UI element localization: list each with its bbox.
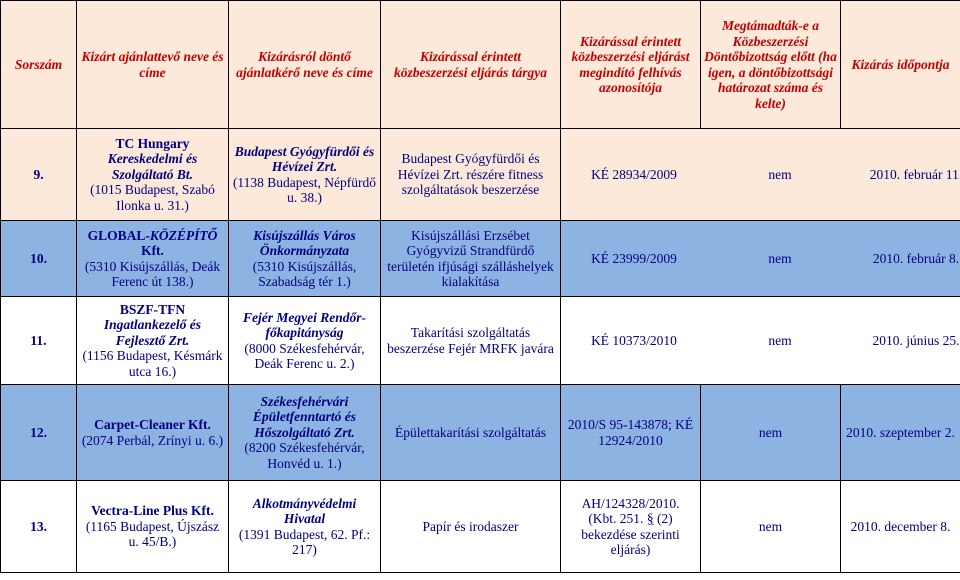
- bidder-cell: TC Hungary Kereskedelmi és Szolgáltató B…: [76, 128, 229, 221]
- notice-id: 2010/S 95-143878; KÉ 12924/2010: [560, 384, 701, 481]
- subject-cell: Takarítási szolgáltatás beszerzése Fejér…: [380, 296, 561, 385]
- table-row: 10. GLOBAL-KÖZÉPÍTŐ Kft. (5310 Kisújszál…: [0, 220, 960, 297]
- bidder-name: TC Hungary: [115, 135, 190, 151]
- authority-address: (8200 Székesfehérvár, Honvéd u. 1.): [244, 440, 365, 471]
- authority-address: (1391 Budapest, 62. Pf.: 217): [238, 526, 371, 558]
- exclusion-date: 2010. február 11.: [853, 165, 960, 184]
- table-row: 9. TC Hungary Kereskedelmi és Szolgáltat…: [0, 128, 960, 221]
- bidder-cell: Carpet-Cleaner Kft. (2074 Perbál, Zrínyi…: [76, 384, 229, 481]
- bidder-address: (1156 Budapest, Késmárk utca 16.): [82, 348, 223, 379]
- notice-id: KÉ 23999/2009: [591, 250, 677, 266]
- authority-cell: Székesfehérvári Épületfenntartó és Hőszo…: [228, 384, 381, 481]
- row-number: 12.: [0, 384, 77, 481]
- authority-name: Alkotmányvédelmi Hivatal: [252, 495, 357, 527]
- bidder-name: GLOBAL-: [87, 227, 150, 243]
- exclusion-date: 2010. június 25.: [853, 331, 960, 350]
- bidder-cell: BSZF-TFN Ingatlankezelő és Fejlesztő Zrt…: [76, 296, 229, 385]
- notice-challenge-date-cell: KÉ 28934/2009 nem 2010. február 11.: [560, 128, 960, 221]
- authority-address: (1138 Budapest, Népfürdő u. 38.): [232, 174, 377, 206]
- row-number: 10.: [0, 220, 77, 297]
- row-number: 9.: [0, 128, 77, 221]
- authority-cell: Budapest Gyógyfürdői és Hévízei Zrt. (11…: [228, 128, 381, 221]
- section-sign: §: [646, 511, 654, 526]
- exclusion-date: 2010. február 8.: [872, 250, 960, 266]
- challenged-value: nem: [700, 480, 841, 573]
- bidder-name: Carpet-Cleaner Kft.: [94, 417, 211, 432]
- table-row: 11. BSZF-TFN Ingatlankezelő és Fejlesztő…: [0, 296, 960, 385]
- bidder-address: (1165 Budapest, Újszász u. 45/B.): [85, 518, 220, 550]
- header-row: Sorszám Kizárt ajánlattevő neve és címe …: [0, 0, 960, 129]
- bidder-name-suffix: Kft.: [141, 243, 164, 258]
- notice-challenge-date-cell: KÉ 23999/2009 nem 2010. február 8.: [560, 220, 960, 297]
- notice-id-cell: AH/124328/2010. (Kbt. 251. § (2) bekezdé…: [560, 480, 701, 573]
- bidder-address: (5310 Kisújszállás, Deák Ferenc út 138.): [84, 258, 221, 290]
- table-row: 13. Vectra-Line Plus Kft. (1165 Budapest…: [0, 480, 960, 573]
- challenged-value: nem: [700, 384, 841, 481]
- table-row: 12. Carpet-Cleaner Kft. (2074 Perbál, Zr…: [0, 384, 960, 481]
- header-procurement-subject: Kizárással érintett közbeszerzési eljárá…: [380, 0, 561, 129]
- bidder-name-suffix: Kereskedelmi és Szolgáltató Bt.: [107, 151, 198, 182]
- authority-address: (5310 Kisújszállás, Szabadság tér 1.): [252, 258, 357, 290]
- bidder-address: (1015 Budapest, Szabó Ilonka u. 31.): [90, 182, 215, 213]
- bidder-address: (2074 Perbál, Zrínyi u. 6.): [81, 432, 224, 448]
- bidder-cell: Vectra-Line Plus Kft. (1165 Budapest, Új…: [76, 480, 229, 573]
- subject-cell: Kisújszállási Erzsébet Gyógyvizű Strandf…: [380, 220, 561, 297]
- challenged-value: nem: [707, 331, 853, 350]
- notice-challenge-date-cell: KÉ 10373/2010 nem 2010. június 25.: [560, 296, 960, 385]
- challenged-value: nem: [707, 165, 853, 184]
- header-serial: Sorszám: [0, 0, 77, 129]
- header-excluded-bidder: Kizárt ajánlattevő neve és címe: [76, 0, 229, 129]
- notice-procedure-note: bekezdése szerinti eljárás): [581, 526, 680, 558]
- authority-name: Budapest Gyógyfürdői és Hévízei Zrt.: [234, 143, 375, 175]
- subject-cell: Papír és irodaszer: [380, 480, 561, 573]
- authority-cell: Fejér Megyei Rendőr-főkapitányság (8000 …: [228, 296, 381, 385]
- authority-cell: Alkotmányvédelmi Hivatal (1391 Budapest,…: [228, 480, 381, 573]
- notice-id: KÉ 10373/2010: [561, 331, 707, 350]
- subject-cell: Épülettakarítási szolgáltatás: [380, 384, 561, 481]
- exclusion-date: 2010. december 8.: [840, 480, 960, 573]
- challenged-value: nem: [768, 250, 792, 266]
- header-notice-id: Kizárással érintett közbeszerzési eljárá…: [560, 0, 701, 129]
- authority-name: Kisújszállás Város Önkormányzata: [253, 227, 356, 259]
- authority-name: Fejér Megyei Rendőr-főkapitányság: [243, 309, 366, 341]
- authority-address: (8000 Székesfehérvár, Deák Ferenc u. 2.): [244, 340, 365, 372]
- header-challenged: Megtámadták-e a Közbeszerzési Döntőbizot…: [700, 0, 841, 129]
- authority-name: Székesfehérvári Épületfenntartó és Hőszo…: [252, 393, 357, 440]
- row-number: 13.: [0, 480, 77, 573]
- row-number: 11.: [0, 296, 77, 385]
- notice-law-ref: (Kbt. 251.: [588, 511, 644, 526]
- bidder-name-italic: KÖZÉPÍTŐ: [149, 227, 218, 243]
- bidder-name: Vectra-Line Plus Kft.: [91, 503, 214, 519]
- notice-id: AH/124328/2010.: [581, 495, 680, 511]
- header-deciding-authority: Kizárásról döntő ajánlatkérő neve és cím…: [228, 0, 381, 129]
- bidder-cell: GLOBAL-KÖZÉPÍTŐ Kft. (5310 Kisújszállás,…: [76, 220, 229, 297]
- bidder-name: BSZF-TFN: [119, 301, 186, 317]
- subject-cell: Budapest Gyógyfürdői és Hévízei Zrt. rés…: [380, 128, 561, 221]
- notice-paragraph: (2): [656, 511, 673, 526]
- authority-cell: Kisújszállás Város Önkormányzata (5310 K…: [228, 220, 381, 297]
- notice-id: KÉ 28934/2009: [561, 165, 707, 184]
- bidder-name-suffix: Ingatlankezelő és Fejlesztő Zrt.: [103, 317, 202, 348]
- header-exclusion-date: Kizárás időpontja: [840, 0, 960, 129]
- exclusion-date: 2010. szeptember 2.: [840, 384, 960, 481]
